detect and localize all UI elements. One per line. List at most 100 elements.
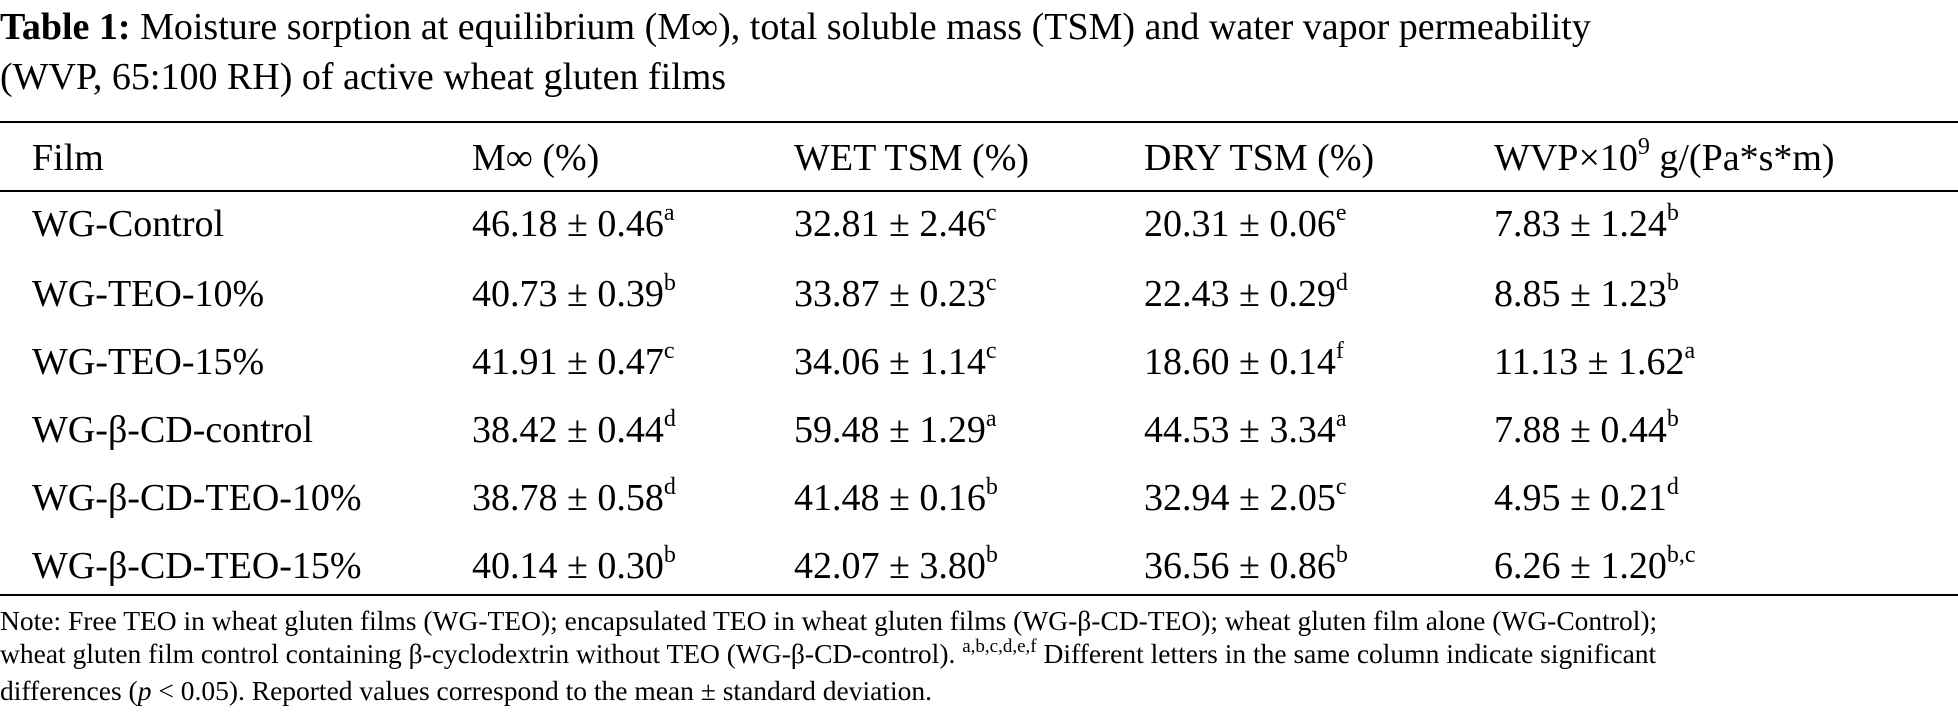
cell-value: 38.42 ± 0.44 xyxy=(472,409,664,451)
cell-value: 11.13 ± 1.62 xyxy=(1494,341,1685,383)
cell-letter: e xyxy=(1335,200,1347,226)
cell-m-inf: 38.42 ± 0.44d xyxy=(472,396,794,464)
cell-value: 8.85 ± 1.23 xyxy=(1494,273,1667,315)
header-film: Film xyxy=(32,137,104,179)
cell-letter: c xyxy=(663,338,675,364)
cell-wet-tsm: 59.48 ± 1.29a xyxy=(794,396,1144,464)
cell-value: 7.83 ± 1.24 xyxy=(1494,203,1667,245)
cell-value: 44.53 ± 3.34 xyxy=(1144,409,1336,451)
cell-letter: a xyxy=(1684,338,1696,364)
data-table: Film M∞ (%) WET TSM (%) DRY TSM (%) WVP×… xyxy=(0,128,1958,600)
table-row: WG-β-CD-TEO-10% 38.78 ± 0.58d 41.48 ± 0.… xyxy=(0,464,1958,532)
caption-text-1: Moisture sorption at equilibrium (M∞), t… xyxy=(140,6,1591,48)
cell-letter: b xyxy=(1666,200,1679,226)
table-row: WG-TEO-15% 41.91 ± 0.47c 34.06 ± 1.14c 1… xyxy=(0,328,1958,396)
note-text-5: < 0.05). Reported values correspond to t… xyxy=(151,675,932,706)
cell-m-inf: 40.14 ± 0.30b xyxy=(472,532,794,600)
cell-film: WG-β-CD-control xyxy=(32,409,314,451)
table-row: WG-β-CD-control 38.42 ± 0.44d 59.48 ± 1.… xyxy=(0,396,1958,464)
note-text-3: Different letters in the same column ind… xyxy=(1036,638,1657,669)
cell-letter: b xyxy=(1666,406,1679,432)
header-dry-tsm: DRY TSM (%) xyxy=(1144,137,1375,179)
cell-m-inf: 46.18 ± 0.46a xyxy=(472,188,794,260)
cell-wet-tsm: 34.06 ± 1.14c xyxy=(794,328,1144,396)
cell-letter: a xyxy=(1335,406,1347,432)
cell-letter: c xyxy=(985,270,997,296)
table-row: WG-Control 46.18 ± 0.46a 32.81 ± 2.46c 2… xyxy=(0,188,1958,260)
cell-m-inf: 38.78 ± 0.58d xyxy=(472,464,794,532)
cell-letter: b xyxy=(985,542,998,568)
header-rule xyxy=(0,190,1958,192)
cell-letter: f xyxy=(1335,338,1344,364)
header-wvp-prefix: WVP×10 xyxy=(1494,137,1638,179)
cell-dry-tsm: 36.56 ± 0.86b xyxy=(1144,532,1494,600)
cell-value: 22.43 ± 0.29 xyxy=(1144,273,1336,315)
cell-value: 33.87 ± 0.23 xyxy=(794,273,986,315)
cell-letter: a xyxy=(663,200,675,226)
cell-value: 34.06 ± 1.14 xyxy=(794,341,986,383)
note-text-2: wheat gluten film control containing β-c… xyxy=(0,638,956,669)
cell-film: WG-TEO-10% xyxy=(32,273,265,315)
cell-letter: d xyxy=(663,474,676,500)
note-letters: a,b,c,d,e,f xyxy=(962,636,1037,657)
header-wvp: WVP×109 g/(Pa*s*m) xyxy=(1494,128,1958,188)
table-note: Note: Free TEO in wheat gluten films (WG… xyxy=(0,604,1958,707)
cell-wet-tsm: 33.87 ± 0.23c xyxy=(794,260,1144,328)
note-line-1: Note: Free TEO in wheat gluten films (WG… xyxy=(0,605,1658,636)
cell-value: 32.81 ± 2.46 xyxy=(794,203,986,245)
cell-value: 41.91 ± 0.47 xyxy=(472,341,664,383)
cell-wet-tsm: 32.81 ± 2.46c xyxy=(794,188,1144,260)
cell-film: WG-Control xyxy=(32,203,225,245)
cell-film: WG-β-CD-TEO-15% xyxy=(32,545,362,587)
cell-letter: b xyxy=(985,474,998,500)
cell-wvp: 4.95 ± 0.21d xyxy=(1494,464,1958,532)
cell-value: 32.94 ± 2.05 xyxy=(1144,477,1336,519)
cell-dry-tsm: 20.31 ± 0.06e xyxy=(1144,188,1494,260)
cell-letter: c xyxy=(985,338,997,364)
table-row: WG-TEO-10% 40.73 ± 0.39b 33.87 ± 0.23c 2… xyxy=(0,260,1958,328)
cell-value: 59.48 ± 1.29 xyxy=(794,409,986,451)
caption-line-2: (WVP, 65:100 RH) of active wheat gluten … xyxy=(0,56,727,98)
cell-wet-tsm: 42.07 ± 3.80b xyxy=(794,532,1144,600)
cell-wvp: 8.85 ± 1.23b xyxy=(1494,260,1958,328)
cell-letter: d xyxy=(663,406,676,432)
header-wvp-exponent: 9 xyxy=(1637,134,1650,160)
cell-letter: b xyxy=(1666,270,1679,296)
top-rule xyxy=(0,121,1958,123)
cell-dry-tsm: 18.60 ± 0.14f xyxy=(1144,328,1494,396)
note-line-3: differences (p < 0.05). Reported values … xyxy=(0,674,1958,707)
cell-letter: c xyxy=(1335,474,1347,500)
cell-wvp: 6.26 ± 1.20b,c xyxy=(1494,532,1958,600)
cell-letter: b xyxy=(1335,542,1348,568)
cell-wet-tsm: 41.48 ± 0.16b xyxy=(794,464,1144,532)
note-line-2: wheat gluten film control containing β-c… xyxy=(0,636,1958,674)
cell-value: 4.95 ± 0.21 xyxy=(1494,477,1667,519)
header-wet-tsm: WET TSM (%) xyxy=(794,137,1030,179)
note-text-4: differences ( xyxy=(0,675,138,706)
cell-value: 42.07 ± 3.80 xyxy=(794,545,986,587)
cell-value: 6.26 ± 1.20 xyxy=(1494,545,1667,587)
cell-dry-tsm: 32.94 ± 2.05c xyxy=(1144,464,1494,532)
cell-value: 36.56 ± 0.86 xyxy=(1144,545,1336,587)
cell-value: 18.60 ± 0.14 xyxy=(1144,341,1336,383)
cell-dry-tsm: 22.43 ± 0.29d xyxy=(1144,260,1494,328)
header-row: Film M∞ (%) WET TSM (%) DRY TSM (%) WVP×… xyxy=(0,128,1958,188)
cell-dry-tsm: 44.53 ± 3.34a xyxy=(1144,396,1494,464)
cell-value: 38.78 ± 0.58 xyxy=(472,477,664,519)
cell-letter: c xyxy=(985,200,997,226)
cell-value: 40.73 ± 0.39 xyxy=(472,273,664,315)
header-wvp-suffix: g/(Pa*s*m) xyxy=(1649,137,1835,179)
table-caption: Table 1: Moisture sorption at equilibriu… xyxy=(0,2,1958,102)
cell-wvp: 7.83 ± 1.24b xyxy=(1494,188,1958,260)
cell-m-inf: 41.91 ± 0.47c xyxy=(472,328,794,396)
cell-value: 40.14 ± 0.30 xyxy=(472,545,664,587)
cell-value: 7.88 ± 0.44 xyxy=(1494,409,1667,451)
table-row: WG-β-CD-TEO-15% 40.14 ± 0.30b 42.07 ± 3.… xyxy=(0,532,1958,600)
cell-letter: d xyxy=(1335,270,1348,296)
cell-letter: b xyxy=(663,270,676,296)
cell-value: 41.48 ± 0.16 xyxy=(794,477,986,519)
cell-letter: b xyxy=(663,542,676,568)
cell-wvp: 11.13 ± 1.62a xyxy=(1494,328,1958,396)
cell-m-inf: 40.73 ± 0.39b xyxy=(472,260,794,328)
